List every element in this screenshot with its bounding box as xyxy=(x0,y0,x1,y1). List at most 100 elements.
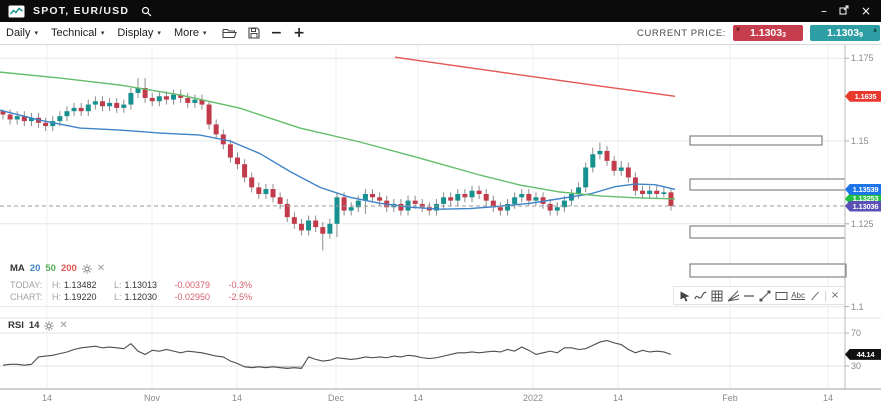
candle-body xyxy=(327,223,333,234)
window-titlebar: SPOT, EUR/USD – × xyxy=(0,0,881,22)
candle-body xyxy=(547,203,553,211)
candle-body xyxy=(654,190,660,194)
candle-body xyxy=(277,197,283,204)
row-label: CHART: xyxy=(10,292,43,302)
candle-body xyxy=(320,227,326,234)
horizontal-line-tool[interactable] xyxy=(743,289,755,303)
rsi-axis-label: 30 xyxy=(851,361,862,371)
candle-body xyxy=(192,99,198,103)
price-axis-label: 1.125 xyxy=(851,218,874,229)
annotation-box[interactable] xyxy=(689,263,847,278)
up-arrow-icon: ▲ xyxy=(873,27,877,33)
popout-button[interactable] xyxy=(839,5,849,17)
annotation-box[interactable] xyxy=(689,225,846,239)
close-button[interactable]: × xyxy=(860,4,871,18)
candle-body xyxy=(661,192,667,194)
candle-body xyxy=(306,220,312,231)
price-stats: TODAY: H: 1.13482 L: 1.13013 -0.00379 -0… xyxy=(10,279,259,303)
menu-group: Daily ▾ Technical ▾ Display ▾ More ▾ xyxy=(0,27,207,39)
today-high: 1.13482 xyxy=(64,280,97,290)
menu-label: Display xyxy=(117,27,154,39)
candle-body xyxy=(291,217,297,224)
ask-price-pip: 9 xyxy=(859,32,864,39)
candle-body xyxy=(576,187,582,194)
candle-body xyxy=(476,190,482,194)
candle-body xyxy=(362,193,368,201)
ma20-period-label: 20 xyxy=(29,263,41,274)
candle-body xyxy=(149,97,155,102)
rsi-indicator-legend: RSI 14 ✕ xyxy=(8,320,68,331)
candle-body xyxy=(284,203,290,218)
ma200-period-label: 200 xyxy=(60,263,77,274)
curve-tool[interactable] xyxy=(694,289,708,303)
high-label: H: xyxy=(52,280,61,290)
minimize-button[interactable]: – xyxy=(820,4,827,18)
time-axis-label: 14 xyxy=(231,393,243,403)
trend-line-tool[interactable] xyxy=(759,289,771,303)
candle-body xyxy=(590,154,596,168)
time-axis-label: 14 xyxy=(41,393,53,403)
close-tool[interactable]: × xyxy=(830,289,840,301)
candle-body xyxy=(462,193,468,198)
chart-low: 1.12030 xyxy=(124,292,158,302)
ma200-line xyxy=(394,56,676,97)
annotation-box[interactable] xyxy=(689,178,846,191)
gear-icon[interactable] xyxy=(82,263,92,274)
candle-body xyxy=(519,193,525,198)
menu-more[interactable]: More ▾ xyxy=(174,27,207,39)
gear-icon[interactable] xyxy=(44,320,55,331)
candle-body xyxy=(597,150,603,155)
price-axis-label: 1.175 xyxy=(851,53,874,64)
candle-body xyxy=(640,190,646,194)
ma20-value-tag: 1.13539 xyxy=(845,183,881,195)
candle-body xyxy=(348,207,354,211)
chart-change: -0.02950 xyxy=(174,292,211,302)
rsi-axis-label: 70 xyxy=(851,328,862,338)
open-folder-icon[interactable] xyxy=(221,27,237,39)
annotation-box[interactable] xyxy=(689,135,823,146)
candle-body xyxy=(114,102,120,108)
zoom-in-button[interactable]: + xyxy=(293,25,305,41)
pointer-tool[interactable] xyxy=(679,289,691,303)
diagonal-line-tool[interactable] xyxy=(809,289,821,303)
search-icon[interactable] xyxy=(141,6,152,17)
zoom-out-button[interactable]: − xyxy=(270,25,283,41)
candle-body xyxy=(185,97,191,103)
bid-price-badge[interactable]: ▼ 1.1303 3 xyxy=(733,25,803,41)
save-icon[interactable] xyxy=(247,27,260,39)
candle-body xyxy=(618,167,624,171)
high-label: H: xyxy=(52,292,61,302)
ma20-line xyxy=(0,109,676,210)
menu-display[interactable]: Display ▾ xyxy=(117,27,161,39)
candle-body xyxy=(178,94,184,98)
fan-lines-tool[interactable] xyxy=(727,289,740,303)
candle-body xyxy=(433,203,439,211)
candle-body xyxy=(448,197,454,201)
candle-body xyxy=(14,116,20,120)
candle-body xyxy=(298,223,304,231)
time-axis-label: Dec xyxy=(327,393,345,403)
candle-body xyxy=(334,197,340,224)
candle-body xyxy=(135,88,141,93)
candle-body xyxy=(28,117,34,122)
close-icon[interactable]: ✕ xyxy=(59,320,68,331)
close-icon[interactable]: ✕ xyxy=(96,263,106,274)
candle-body xyxy=(43,122,49,127)
menu-daily[interactable]: Daily ▾ xyxy=(6,27,38,39)
candle-body xyxy=(497,207,503,211)
candle-body xyxy=(469,190,475,198)
candle-body xyxy=(625,167,631,178)
grid-tool[interactable] xyxy=(711,289,723,303)
time-axis-label: Feb xyxy=(722,393,738,403)
menu-technical[interactable]: Technical ▾ xyxy=(51,27,104,39)
rectangle-tool[interactable] xyxy=(775,289,788,303)
ma50-value-tag: 1.13253 xyxy=(845,193,881,205)
candle-body xyxy=(313,220,319,228)
ask-price-badge[interactable]: 1.1303 9 ▲ xyxy=(810,25,880,41)
candle-body xyxy=(213,124,219,135)
text-tool[interactable]: Abc xyxy=(791,291,805,300)
rsi-label: RSI xyxy=(8,320,24,331)
drawing-toolbar: Abc | × xyxy=(673,286,845,305)
